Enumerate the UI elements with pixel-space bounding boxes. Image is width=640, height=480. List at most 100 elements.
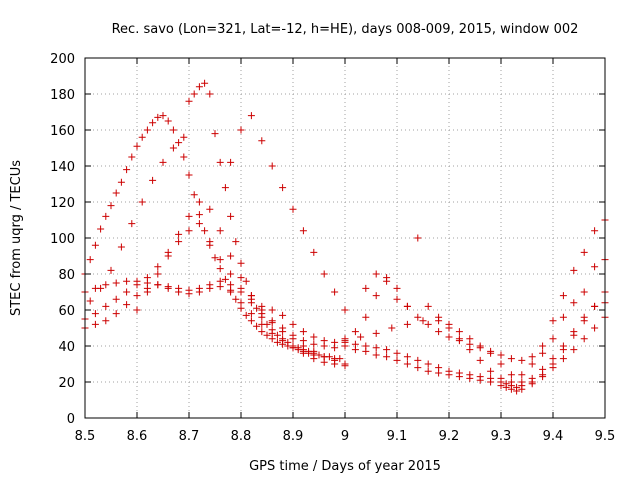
data-point: [149, 119, 157, 127]
y-tick-labels: 0 20 40 60 80 100 120 140 160 180 200: [50, 52, 75, 427]
data-point: [289, 335, 297, 343]
data-point: [102, 317, 110, 325]
data-point: [190, 191, 198, 199]
x-tick-labels: 8.5 8.6 8.7 8.8 8.9 9 9.1 9.2 9.3 9.4 9.5: [75, 429, 616, 444]
data-point: [362, 284, 370, 292]
data-point: [227, 281, 235, 289]
data-point: [123, 166, 131, 174]
data-point: [310, 333, 318, 341]
data-point: [502, 383, 510, 391]
data-point: [372, 292, 380, 300]
data-point: [466, 346, 474, 354]
data-point: [91, 320, 99, 328]
data-point: [133, 142, 141, 150]
data-point: [455, 328, 463, 336]
data-point: [341, 362, 349, 370]
data-point: [86, 256, 94, 264]
series-arc-i: [341, 288, 609, 391]
data-point: [445, 333, 453, 341]
data-point: [403, 302, 411, 310]
data-point: [112, 295, 120, 303]
data-point: [242, 311, 250, 319]
data-point: [273, 331, 281, 339]
data-point: [435, 328, 443, 336]
data-point: [175, 230, 183, 238]
data-point: [169, 144, 177, 152]
y-tick-label: 200: [50, 52, 75, 67]
data-point: [169, 126, 177, 134]
data-point: [237, 126, 245, 134]
data-point: [247, 112, 255, 120]
data-point: [528, 374, 536, 382]
data-point: [518, 378, 526, 386]
data-point: [195, 211, 203, 219]
x-tick-label: 8.6: [127, 429, 148, 444]
data-point: [112, 310, 120, 318]
data-point: [570, 328, 578, 336]
data-point: [175, 288, 183, 296]
x-tick-label: 8.5: [75, 429, 96, 444]
data-point: [549, 355, 557, 363]
data-point: [97, 225, 105, 233]
x-axis-label: GPS time / Days of year 2015: [249, 459, 441, 474]
data-point: [247, 317, 255, 325]
data-point: [424, 320, 432, 328]
data-point: [372, 344, 380, 352]
data-point: [289, 344, 297, 352]
data-point: [91, 241, 99, 249]
data-point: [206, 205, 214, 213]
data-point: [518, 356, 526, 364]
data-point: [138, 198, 146, 206]
data-point: [221, 275, 229, 283]
series-arc-j: [341, 313, 609, 395]
data-point: [383, 353, 391, 361]
data-point: [331, 338, 339, 346]
data-point: [559, 313, 567, 321]
data-point: [310, 355, 318, 363]
data-point: [383, 277, 391, 285]
data-point: [289, 320, 297, 328]
data-point: [507, 355, 515, 363]
x-tick-label: 8.9: [283, 429, 304, 444]
data-point: [91, 284, 99, 292]
data-point: [154, 281, 162, 289]
data-point: [128, 220, 136, 228]
data-point: [403, 320, 411, 328]
data-point: [310, 340, 318, 348]
data-point: [107, 202, 115, 210]
data-point: [237, 274, 245, 282]
data-point: [419, 317, 427, 325]
data-point: [143, 126, 151, 134]
data-point: [393, 349, 401, 357]
data-point: [206, 90, 214, 98]
data-points: [81, 79, 609, 395]
y-tick-label: 0: [67, 412, 75, 427]
data-point: [180, 133, 188, 141]
data-point: [539, 373, 547, 381]
data-point: [185, 212, 193, 220]
series-arc-e: [81, 281, 349, 370]
data-point: [237, 284, 245, 292]
data-point: [549, 335, 557, 343]
data-point: [372, 329, 380, 337]
x-tick-label: 9.4: [543, 429, 564, 444]
data-point: [539, 365, 547, 373]
data-point: [268, 319, 276, 327]
x-tick-label: 8.7: [179, 429, 200, 444]
data-point: [279, 311, 287, 319]
data-point: [497, 382, 505, 390]
series-arc-f: [133, 220, 339, 346]
data-point: [268, 162, 276, 170]
data-point: [487, 367, 495, 375]
data-point: [227, 252, 235, 260]
data-point: [258, 320, 266, 328]
data-point: [123, 301, 131, 309]
data-point: [232, 295, 240, 303]
data-point: [159, 112, 167, 120]
data-point: [507, 385, 515, 393]
data-point: [445, 324, 453, 332]
data-point: [117, 178, 125, 186]
data-point: [180, 153, 188, 161]
data-point: [372, 351, 380, 359]
data-point: [112, 189, 120, 197]
